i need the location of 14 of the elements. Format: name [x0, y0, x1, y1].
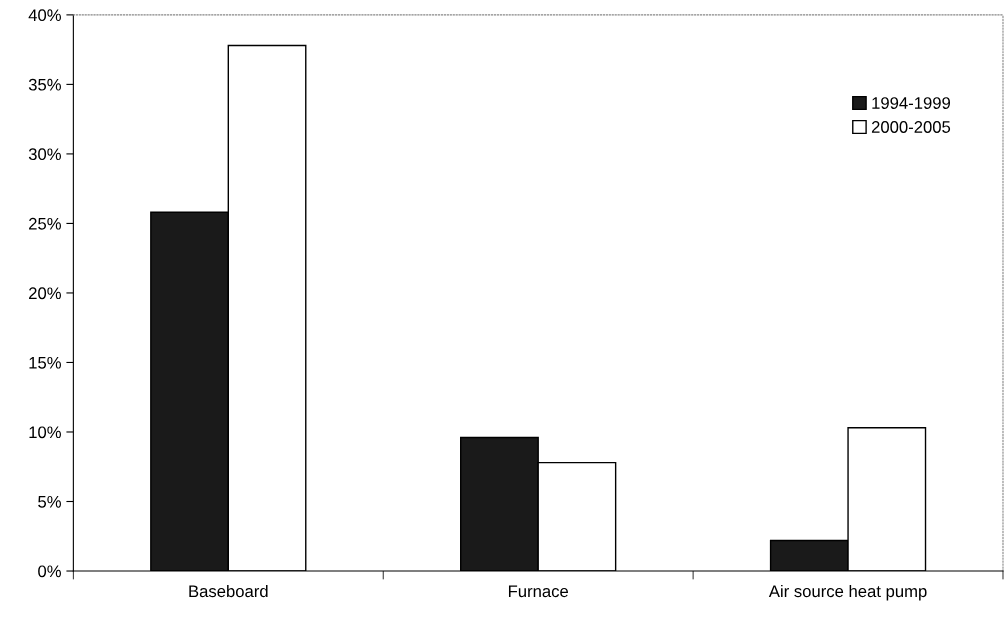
x-tick-label: Furnace	[508, 585, 569, 598]
legend-label: 2000-2005	[871, 121, 951, 133]
y-tick-label: 5%	[38, 495, 61, 508]
y-tick-label: 20%	[29, 287, 61, 300]
x-tick-label: Baseboard	[189, 584, 268, 598]
y-tick-label: 40%	[28, 9, 61, 22]
y-tick-label: 35%	[28, 78, 61, 91]
x-tick-label: Air source heat pump	[768, 584, 927, 601]
y-tick-label: 10%	[29, 426, 61, 439]
y-tick-label: 0%	[38, 565, 61, 578]
legend-label: 1994-1999	[872, 97, 951, 109]
y-tick-label: 30%	[28, 148, 61, 161]
y-tick-label: 25%	[29, 217, 61, 230]
y-tick-label: 15%	[29, 356, 61, 369]
